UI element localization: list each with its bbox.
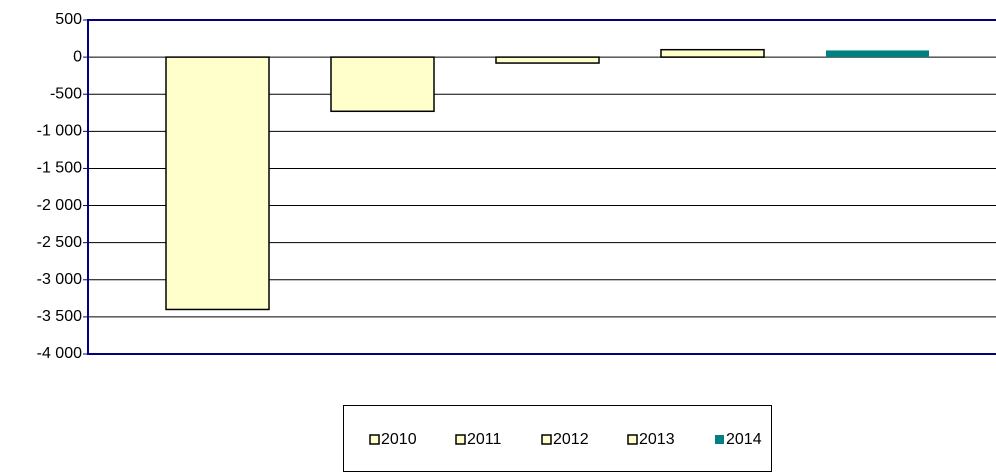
legend-label: 2014 — [726, 431, 762, 448]
y-tick-label: -2 000 — [37, 197, 82, 214]
legend-label: 2013 — [639, 431, 675, 448]
y-tick-label: -3 500 — [37, 308, 82, 325]
legend-swatch — [541, 434, 552, 445]
legend-swatch — [455, 434, 466, 445]
y-tick-label: -500 — [50, 85, 82, 102]
bar — [165, 56, 270, 311]
y-tick-label: -3 000 — [37, 271, 82, 288]
y-tick-label: -1 500 — [37, 160, 82, 177]
y-tick-label: -4 000 — [37, 345, 82, 362]
legend-label: 2010 — [381, 431, 417, 448]
y-tick-label: 0 — [73, 48, 82, 65]
legend-swatch — [627, 434, 638, 445]
y-tick-label: -2 500 — [37, 234, 82, 251]
bar — [330, 56, 435, 113]
y-tick-label: -1 000 — [37, 123, 82, 140]
legend-swatch — [715, 435, 724, 444]
bar — [495, 56, 600, 64]
legend-swatch — [369, 434, 380, 445]
plot-frame — [87, 19, 996, 355]
legend-label: 2012 — [553, 431, 589, 448]
legend-box — [343, 405, 772, 472]
bar — [660, 48, 765, 58]
y-tick-label: 500 — [55, 11, 82, 28]
bar — [826, 50, 929, 58]
legend-label: 2011 — [467, 431, 502, 448]
